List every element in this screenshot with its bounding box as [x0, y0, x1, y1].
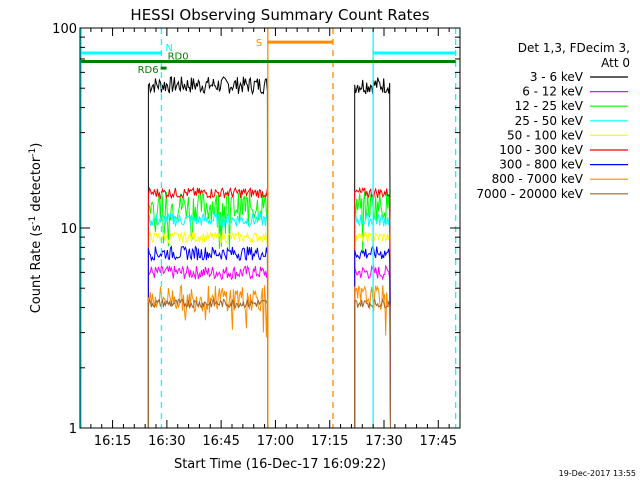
series-line-5 — [147, 186, 391, 429]
x-tick-label-2: 16:45 — [202, 434, 239, 449]
x-tick-label-5: 17:30 — [365, 434, 402, 449]
legend-label-1: 6 - 12 keV — [522, 85, 584, 99]
saa-label: S — [256, 38, 262, 49]
chart-title: HESSI Observing Summary Count Rates — [130, 6, 429, 24]
series-line-0 — [147, 76, 391, 429]
x-tick-label-4: 17:15 — [311, 434, 348, 449]
legend-label-6: 300 - 800 keV — [499, 158, 583, 172]
x-tick-label-1: 16:30 — [148, 434, 185, 449]
curve-layer — [147, 76, 391, 429]
y-axis-label: Count Rate (s-1 detector-1) — [28, 143, 44, 314]
rd6-label: RD6 — [138, 65, 159, 76]
series-line-4 — [147, 230, 391, 429]
series-line-6 — [147, 245, 391, 429]
legend-label-2: 12 - 25 keV — [515, 99, 584, 113]
legend-label-8: 7000 - 20000 keV — [476, 187, 583, 201]
plot-frame — [79, 27, 461, 429]
series-line-1 — [147, 264, 391, 429]
legend-label-7: 800 - 7000 keV — [492, 172, 584, 186]
x-tick-label-3: 17:00 — [257, 434, 294, 449]
legend-header-line1: Det 1,3, FDecim 3, — [518, 41, 630, 55]
rd0-label: RD0 — [168, 51, 189, 62]
y-tick-label-0: 1 — [69, 422, 77, 437]
legend-header-line2: Att 0 — [601, 56, 630, 70]
y-tick-label-2: 100 — [52, 22, 77, 37]
x-axis-label: Start Time (16-Dec-17 16:09:22) — [174, 457, 386, 472]
legend-label-0: 3 - 6 keV — [530, 70, 584, 84]
footer-timestamp: 19-Dec-2017 13:55 — [559, 469, 636, 478]
night-label: N — [165, 43, 172, 54]
series-line-8 — [147, 297, 391, 429]
overlay-layer: N S RD0 RD6 — [80, 28, 457, 428]
legend-label-3: 25 - 50 keV — [515, 114, 584, 128]
y-tick-label-1: 10 — [60, 222, 77, 237]
tick-layer: 16:15 16:30 16:45 17:00 17:15 17:30 17:45 1 10 10… — [52, 22, 461, 449]
x-tick-label-6: 17:45 — [420, 434, 457, 449]
legend-label-4: 50 - 100 keV — [507, 128, 584, 142]
legend-label-5: 100 - 300 keV — [499, 143, 583, 157]
series-line-3 — [147, 211, 391, 429]
x-tick-label-0: 16:15 — [94, 434, 131, 449]
series-line-7 — [147, 283, 391, 429]
